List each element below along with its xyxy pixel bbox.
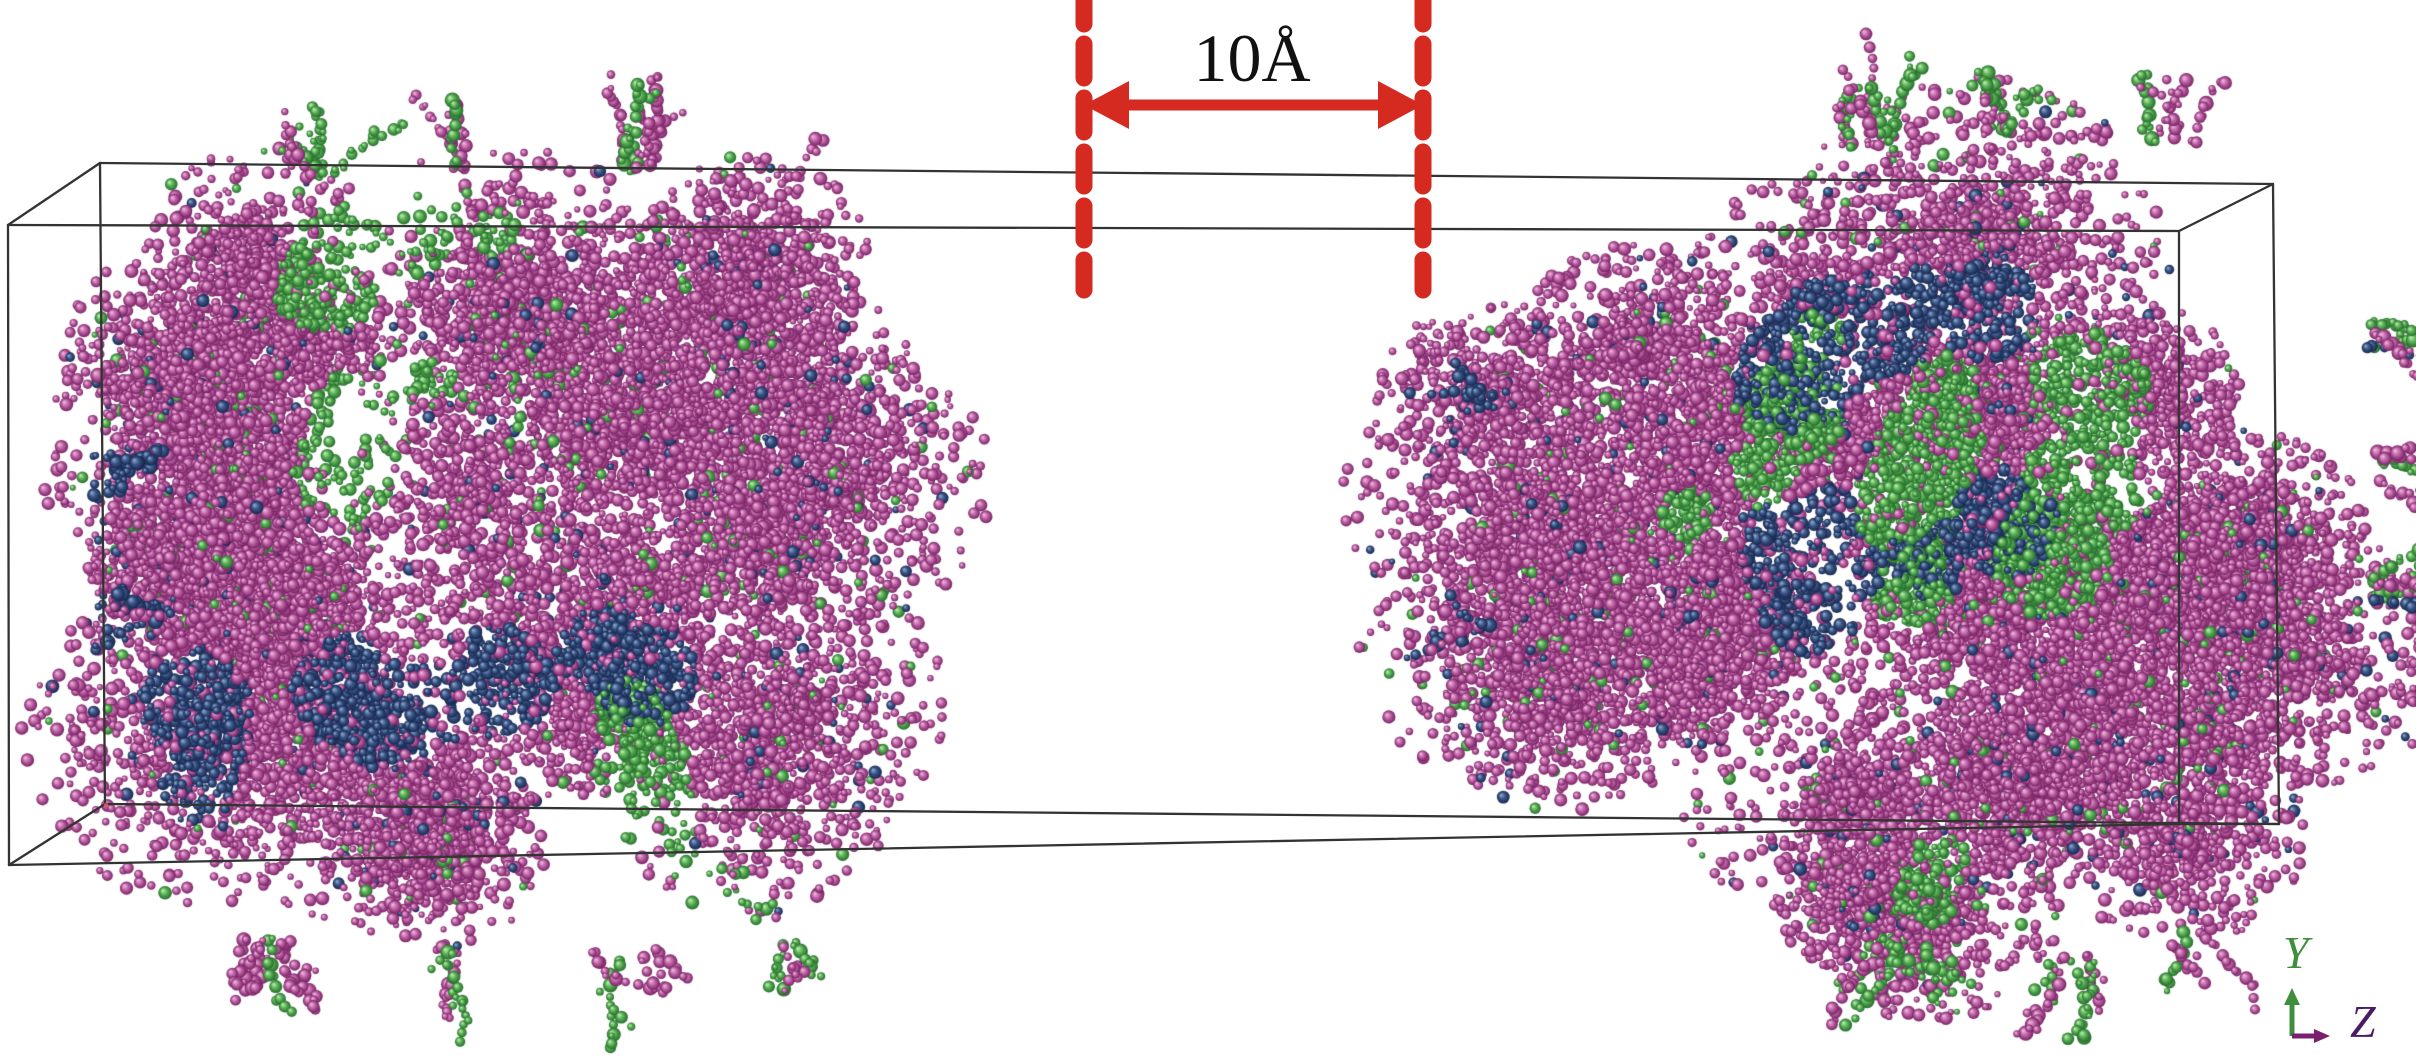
svg-text:Y: Y xyxy=(2283,927,2313,978)
svg-text:10Å: 10Å xyxy=(1193,20,1310,96)
svg-text:Z: Z xyxy=(2350,996,2376,1047)
